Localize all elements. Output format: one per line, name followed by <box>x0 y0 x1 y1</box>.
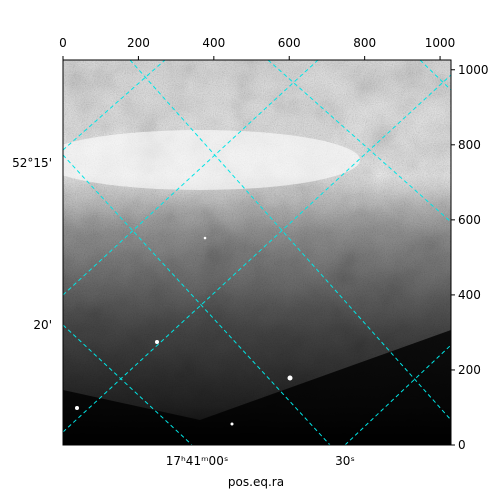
x-tick-label: 400 <box>202 36 225 50</box>
wcs-label: 30ˢ <box>335 454 355 468</box>
y-tick-label: 1000 <box>458 63 489 77</box>
y-tick-label: 200 <box>458 363 481 377</box>
y-tick-label: 400 <box>458 288 481 302</box>
x-axis-label: pos.eq.ra <box>228 475 284 489</box>
image <box>63 60 451 445</box>
wcs-label: 52°15' <box>12 156 52 170</box>
frame <box>62 59 452 446</box>
y-tick-label: 800 <box>458 138 481 152</box>
x-tick-label: 800 <box>353 36 376 50</box>
wcs-label: 20' <box>33 318 52 332</box>
wcs-label: 17ʰ41ᵐ00ˢ <box>166 454 229 468</box>
x-tick-label: 200 <box>127 36 150 50</box>
y-tick-label: 0 <box>458 438 466 452</box>
x-tick-label: 600 <box>278 36 301 50</box>
y-tick-label: 600 <box>458 213 481 227</box>
x-tick-label: 0 <box>59 36 67 50</box>
x-tick-label: 1000 <box>425 36 456 50</box>
